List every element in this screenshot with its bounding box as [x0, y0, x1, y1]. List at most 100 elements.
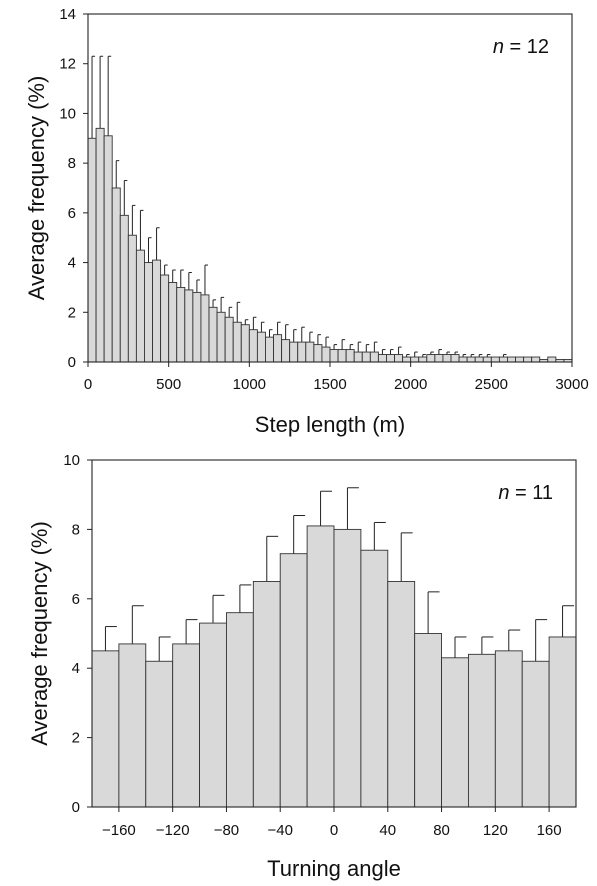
x-tick-label: −120 — [156, 822, 190, 839]
bar — [95, 127, 105, 363]
bar — [279, 553, 308, 808]
x-tick-label: 40 — [379, 822, 396, 839]
bar — [200, 294, 210, 363]
y-tick-label: 6 — [68, 205, 76, 222]
bar — [434, 354, 444, 363]
bar — [176, 286, 186, 363]
bar — [369, 351, 379, 363]
x-axis-title: Step length (m) — [255, 412, 405, 437]
sample-size-label: n = 12 — [493, 36, 549, 58]
bar — [490, 356, 500, 363]
bar — [297, 341, 307, 363]
y-tick-label: 10 — [59, 105, 76, 122]
y-axis-title: Average frequency (%) — [27, 521, 52, 746]
bar — [482, 356, 492, 363]
bar — [281, 339, 291, 363]
bar — [87, 137, 97, 363]
bar — [353, 351, 363, 363]
bar — [232, 321, 242, 363]
bar — [199, 622, 227, 808]
bar — [387, 581, 416, 808]
bar — [494, 650, 523, 808]
bar — [441, 657, 469, 808]
bar — [172, 643, 201, 808]
bar — [248, 329, 258, 363]
bar — [426, 354, 436, 363]
bar — [361, 351, 371, 363]
bar — [402, 356, 412, 363]
bar — [184, 289, 194, 363]
bar — [418, 356, 428, 363]
bar — [273, 334, 283, 363]
bar — [377, 354, 387, 363]
bar — [224, 316, 234, 363]
x-tick-label: 0 — [84, 376, 92, 393]
bar — [216, 311, 226, 363]
bar — [507, 356, 516, 363]
y-tick-label: 14 — [59, 6, 76, 23]
bar — [192, 291, 202, 363]
bar — [329, 349, 339, 363]
bar — [333, 528, 362, 808]
x-tick-label: 80 — [433, 822, 450, 839]
chart-panel-2: 0 2 4 6 8 10 −160 −120 −80 −40 0 40 80 120 160 Turning … — [27, 452, 577, 881]
bar — [240, 324, 250, 363]
x-tick-label: 120 — [483, 822, 508, 839]
bar — [531, 356, 541, 363]
bar — [410, 356, 420, 363]
bar — [208, 306, 218, 363]
x-tick-label: −160 — [102, 822, 136, 839]
bar — [127, 234, 137, 363]
bar — [313, 344, 323, 363]
bar — [414, 633, 443, 808]
bar — [450, 354, 460, 363]
y-tick-label: 2 — [72, 730, 80, 747]
x-tick-label: 0 — [330, 822, 338, 839]
y-axis-title: Average frequency (%) — [24, 76, 49, 301]
y-tick-label: 6 — [72, 591, 80, 608]
bar — [548, 636, 577, 808]
bar — [306, 525, 335, 808]
bar — [118, 643, 147, 808]
y-tick-label: 0 — [68, 354, 76, 371]
x-tick-label: 2000 — [394, 376, 427, 393]
bar — [144, 262, 153, 363]
x-tick-label: 160 — [537, 822, 562, 839]
bar — [135, 249, 145, 363]
bar — [466, 356, 476, 363]
x-tick-label: 3000 — [555, 376, 588, 393]
bar — [337, 349, 347, 363]
bar — [152, 259, 162, 363]
bar — [145, 660, 174, 808]
bar — [458, 356, 468, 363]
bar — [321, 346, 331, 363]
x-tick-label: 500 — [156, 376, 181, 393]
bar — [252, 581, 281, 808]
bar — [111, 187, 121, 363]
bar — [256, 331, 266, 363]
bar — [474, 356, 484, 363]
bar — [386, 354, 395, 363]
bar — [168, 282, 178, 363]
bar — [515, 356, 525, 363]
bar — [467, 653, 496, 808]
bar — [360, 549, 389, 808]
bar — [394, 354, 404, 363]
bar — [345, 349, 355, 363]
y-tick-label: 2 — [68, 304, 76, 321]
bar — [498, 356, 508, 363]
sample-size-label: n = 11 — [498, 482, 553, 504]
bar — [265, 336, 274, 363]
bar — [225, 612, 254, 808]
x-tick-label: −40 — [267, 822, 292, 839]
bar — [160, 274, 170, 363]
x-tick-label: 1000 — [233, 376, 266, 393]
x-tick-label: 1500 — [313, 376, 346, 393]
y-tick-label: 8 — [72, 521, 80, 538]
y-tick-label: 4 — [68, 255, 76, 272]
bar — [91, 650, 120, 808]
y-tick-label: 10 — [63, 452, 80, 469]
x-tick-label: 2500 — [475, 376, 508, 393]
bar — [103, 135, 113, 363]
